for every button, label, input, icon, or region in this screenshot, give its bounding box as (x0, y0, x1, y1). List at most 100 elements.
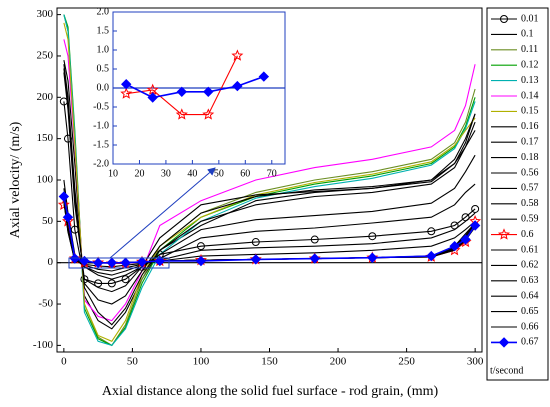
x-tick-label: 200 (330, 356, 347, 368)
x-tick-label: 20 (134, 168, 144, 179)
point (196, 242, 205, 251)
y-tick-label: 1.5 (97, 25, 110, 36)
point (154, 255, 166, 267)
point (195, 255, 207, 267)
legend-label: 0.16 (521, 121, 539, 132)
point (258, 71, 270, 82)
legend-label: 0.6 (521, 229, 534, 240)
legend-box (486, 7, 549, 381)
point (469, 220, 481, 231)
legend-label: 0.17 (521, 136, 539, 147)
y-tick-label: 150 (37, 132, 54, 144)
point (92, 257, 104, 269)
point (175, 108, 188, 120)
series-line (63, 204, 476, 265)
point (61, 215, 74, 227)
y-tick-label: 250 (37, 49, 54, 61)
point (120, 87, 133, 99)
point (367, 252, 378, 263)
point (497, 228, 511, 240)
x-tick-label: 60 (240, 168, 250, 179)
x-tick-label: 150 (261, 356, 278, 368)
x-tick-label: 50 (214, 168, 224, 179)
x-tick-label: 30 (161, 168, 171, 179)
y-tick-label: 2.0 (97, 6, 110, 17)
point (202, 108, 215, 120)
y-tick-label: -1.5 (93, 139, 109, 150)
point (498, 337, 510, 348)
legend-label: 0.67 (521, 337, 539, 348)
legend-label: 0.15 (521, 106, 539, 117)
legend-title: t/second (490, 365, 523, 376)
point (107, 279, 116, 288)
point (471, 204, 480, 213)
legend-label: 0.18 (521, 152, 539, 163)
x-tick-label: 250 (398, 356, 415, 368)
y-tick-label: -0.5 (93, 101, 109, 112)
y-tick-label: -100 (33, 339, 54, 351)
point (176, 86, 188, 98)
series-line (63, 200, 476, 264)
point (203, 86, 214, 98)
point (251, 238, 260, 247)
x-tick-label: 100 (193, 356, 210, 368)
legend-label: 0.62 (521, 260, 539, 271)
point (460, 234, 471, 245)
point (427, 227, 436, 236)
point (58, 191, 70, 202)
point (121, 275, 130, 284)
legend-label: 0.64 (521, 290, 539, 301)
y-tick-label: 100 (37, 174, 54, 186)
point (309, 253, 320, 264)
y-tick-label: 300 (37, 8, 54, 20)
legend-label: 0.13 (521, 75, 539, 86)
x-tick-label: 40 (187, 168, 197, 179)
series-line (63, 72, 476, 293)
legend-label: 0.57 (521, 183, 539, 194)
point (500, 15, 508, 23)
x-tick-label: 0 (61, 356, 67, 368)
y-tick-label: -1.0 (93, 120, 109, 131)
point (120, 257, 131, 268)
point (94, 279, 103, 288)
x-tick-label: 50 (127, 356, 139, 368)
y-tick-label: 0.0 (97, 82, 110, 93)
x-tick-label: 10 (108, 168, 118, 179)
point (69, 253, 81, 264)
legend-label: 0.66 (521, 321, 539, 332)
point (250, 254, 261, 265)
legend-label: 0.56 (521, 167, 539, 178)
point (231, 49, 244, 61)
x-axis-label: Axial distance along the solid fuel surf… (102, 384, 439, 399)
point (62, 212, 74, 223)
series-line (126, 55, 238, 116)
point (449, 240, 460, 252)
series-line (125, 75, 265, 99)
legend-label: 0.61 (521, 244, 539, 255)
point (147, 92, 158, 103)
x-tick-label: 70 (267, 168, 277, 179)
point (368, 232, 377, 241)
y-tick-label: 0 (48, 256, 54, 268)
y-tick-label: 0.5 (97, 63, 110, 74)
zoom-arrow (109, 167, 216, 259)
legend-label: 0.14 (521, 90, 539, 101)
point (310, 235, 319, 244)
legend-label: 0.01 (521, 13, 539, 24)
y-tick-label: 1.0 (97, 44, 110, 55)
point (79, 255, 90, 267)
legend-label: 0.11 (521, 44, 538, 55)
point (426, 250, 437, 262)
legend-label: 0.63 (521, 275, 539, 286)
y-tick-label: -2.0 (93, 158, 109, 169)
series-line (63, 196, 476, 264)
point (106, 257, 118, 268)
point (232, 80, 243, 92)
point (146, 83, 159, 95)
legend-label: 0.59 (521, 213, 539, 224)
point (57, 198, 70, 210)
y-tick-label: 200 (37, 91, 54, 103)
point (121, 78, 132, 90)
legend-label: 0.1 (521, 29, 534, 40)
